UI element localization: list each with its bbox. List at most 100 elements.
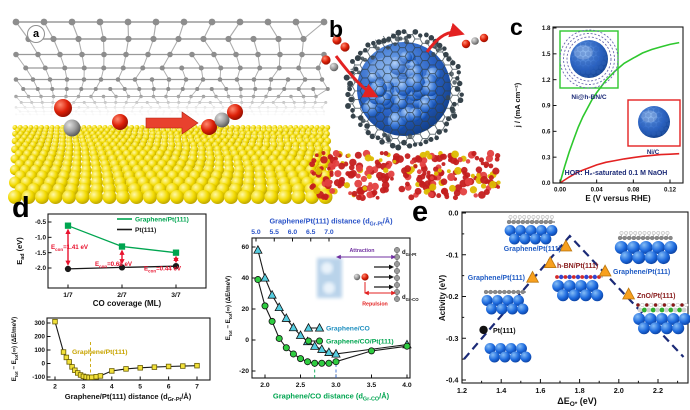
svg-text:2.5: 2.5: [296, 382, 306, 389]
svg-text:-0.5: -0.5: [35, 219, 46, 226]
d3-legend-triangle: Graphene/CO: [326, 326, 370, 333]
svg-text:-1.0: -1.0: [35, 235, 46, 242]
svg-text:1.2: 1.2: [542, 77, 551, 84]
curve-Ni/C: [559, 152, 680, 184]
svg-text:3.0: 3.0: [331, 382, 341, 389]
svg-text:1.6: 1.6: [535, 386, 545, 395]
svg-text:2.0: 2.0: [614, 386, 624, 395]
svg-text:-2.0: -2.0: [35, 265, 46, 272]
svg-text:2.2: 2.2: [653, 386, 663, 395]
point-Graphene/Pt(111): [598, 264, 612, 277]
point-Pt(111): [479, 325, 488, 335]
svg-text:-0.4: -0.4: [446, 376, 460, 385]
confinement-energy-label: Econ=0.44 eV: [144, 266, 182, 274]
d1-xaxis-label: CO coverage (ML): [93, 299, 162, 308]
svg-text:0.08: 0.08: [627, 187, 640, 194]
co-in-arrow-icon: [334, 55, 379, 98]
svg-text:-0.2: -0.2: [446, 292, 459, 301]
attraction-repulsion-inset: Attraction Repulsion dGr-Pt dGr-CO: [317, 247, 419, 308]
point-label: Graphene/Pt(111): [613, 269, 670, 276]
panel-b-illustration: [309, 22, 501, 201]
svg-text:0.0: 0.0: [542, 180, 551, 187]
svg-text:0.12: 0.12: [664, 187, 677, 194]
d3-top-xaxis-label: Graphene/Pt(111) distance (dGr-Pt/Å): [269, 217, 393, 228]
svg-text:100: 100: [34, 347, 45, 354]
co-oxidation-molecules: [54, 99, 243, 137]
svg-text:6.0: 6.0: [288, 229, 298, 236]
svg-text:20: 20: [241, 306, 249, 313]
d2-yaxis-label: Etot − Etot(∞) (ΔE/meV): [11, 317, 19, 381]
svg-text:0.9: 0.9: [542, 103, 551, 110]
slab-inset-h-bn: [552, 274, 604, 302]
svg-text:3.5: 3.5: [367, 382, 377, 389]
point-Graphene/Pt(111): [526, 270, 540, 283]
svg-text:-100: -100: [32, 374, 45, 381]
d2-series-label: Graphene/Pt(111): [72, 349, 128, 356]
c-xaxis-label: E (V versus RHE): [585, 194, 651, 203]
svg-text:40: 40: [241, 275, 249, 282]
svg-text:200: 200: [34, 334, 45, 341]
point-label: Graphene/Pt(111): [504, 246, 561, 253]
svg-text:-20: -20: [239, 368, 249, 375]
svg-text:1.8: 1.8: [575, 386, 585, 395]
svg-text:2: 2: [53, 384, 57, 391]
confinement-energy-label: Econ=0.68 eV: [95, 261, 133, 269]
svg-text:1.4: 1.4: [496, 386, 507, 395]
panel-label-d: d: [12, 192, 30, 224]
svg-text:7: 7: [195, 384, 199, 391]
panel-d-distance-chart: 2 3 4 5 6 7 300 200 100 0 -100 Graphene/Pt(111) Grap…: [11, 317, 211, 403]
svg-text:-0.1: -0.1: [446, 250, 459, 259]
slab-inset-plain: [484, 343, 532, 363]
point-label: Graphene/Pt(111): [468, 275, 525, 282]
ni-inset-box: [627, 99, 681, 147]
c-yaxis-label: j / (mA cm⁻²): [513, 82, 522, 128]
svg-text:0: 0: [41, 361, 45, 368]
svg-text:1.5: 1.5: [542, 51, 551, 58]
panel-label-c: c: [510, 14, 523, 40]
curve-Ni@h-BN/C: [559, 41, 680, 184]
svg-text:6: 6: [167, 384, 171, 391]
legend-pt: Pt(111): [135, 227, 156, 234]
slab-inset-zno: [633, 303, 690, 335]
d3-legend-circle: Graphene/CO/Pt(111): [326, 339, 394, 346]
d3-bottom-xaxis-label: Graphene/CO distance (dGr-CO/Å): [273, 392, 390, 403]
svg-text:0: 0: [245, 337, 249, 344]
svg-text:5.5: 5.5: [270, 229, 280, 236]
svg-text:300: 300: [34, 320, 45, 327]
svg-text:5.0: 5.0: [251, 229, 261, 236]
panel-e-volcano-chart: 1.2 1.4 1.6 1.8 2.0 2.2 0.0 -0.1 -0.2 -0.3 -0.4 ΔEO…: [438, 209, 690, 408]
slab-inset-h-graphene: [614, 231, 678, 265]
slab-inset-graphene: [481, 289, 529, 315]
svg-text:-1.5: -1.5: [35, 250, 46, 257]
svg-text:2/7: 2/7: [117, 292, 127, 299]
ni-inset-label: Ni/C: [647, 149, 660, 156]
svg-text:7.0: 7.0: [324, 229, 334, 236]
svg-text:0.00: 0.00: [554, 187, 567, 194]
svg-text:1.2: 1.2: [457, 386, 467, 395]
d-gr-co-label: dGr-CO: [402, 295, 419, 302]
e-xaxis-label: ΔEO* (eV): [557, 396, 597, 408]
point-Graphene/Pt(111): [559, 239, 573, 252]
svg-text:3: 3: [82, 384, 86, 391]
panel-label-e: e: [412, 196, 429, 228]
panel-label-a: a: [27, 25, 45, 43]
ni-hbn-inset-label: Ni@h-BN/C: [571, 94, 607, 101]
panel-d-coverage-chart: -0.5 -1.0 -1.5 -2.0 1/7 2/7 3/7 Econ=1.41 eV Eco…: [15, 213, 207, 308]
svg-text:-0.3: -0.3: [446, 334, 459, 343]
point-label: Pt(111): [493, 328, 516, 335]
panel-a-illustration: [8, 18, 333, 204]
svg-text:60: 60: [241, 244, 249, 251]
svg-text:1/7: 1/7: [63, 292, 73, 299]
slab-inset-h-graphene: [504, 215, 558, 245]
svg-text:0.04: 0.04: [591, 187, 604, 194]
co2-out-arrow-icon: [425, 22, 465, 53]
carbon-cage: [347, 32, 461, 146]
svg-text:2.0: 2.0: [260, 382, 270, 389]
d1-yaxis-label: Ead (eV): [15, 237, 26, 265]
confinement-energy-label: Econ=1.41 eV: [51, 244, 89, 252]
svg-text:1.8: 1.8: [542, 25, 551, 32]
legend-graphene-pt: Graphene/Pt(111): [135, 217, 189, 224]
panel-c-chart: 0.00 0.04 0.08 0.12 0.0 0.3 0.6 0.9 1.2 1.5 1.8 E (…: [513, 25, 684, 203]
point-ZnO/Pt(111): [622, 287, 636, 300]
